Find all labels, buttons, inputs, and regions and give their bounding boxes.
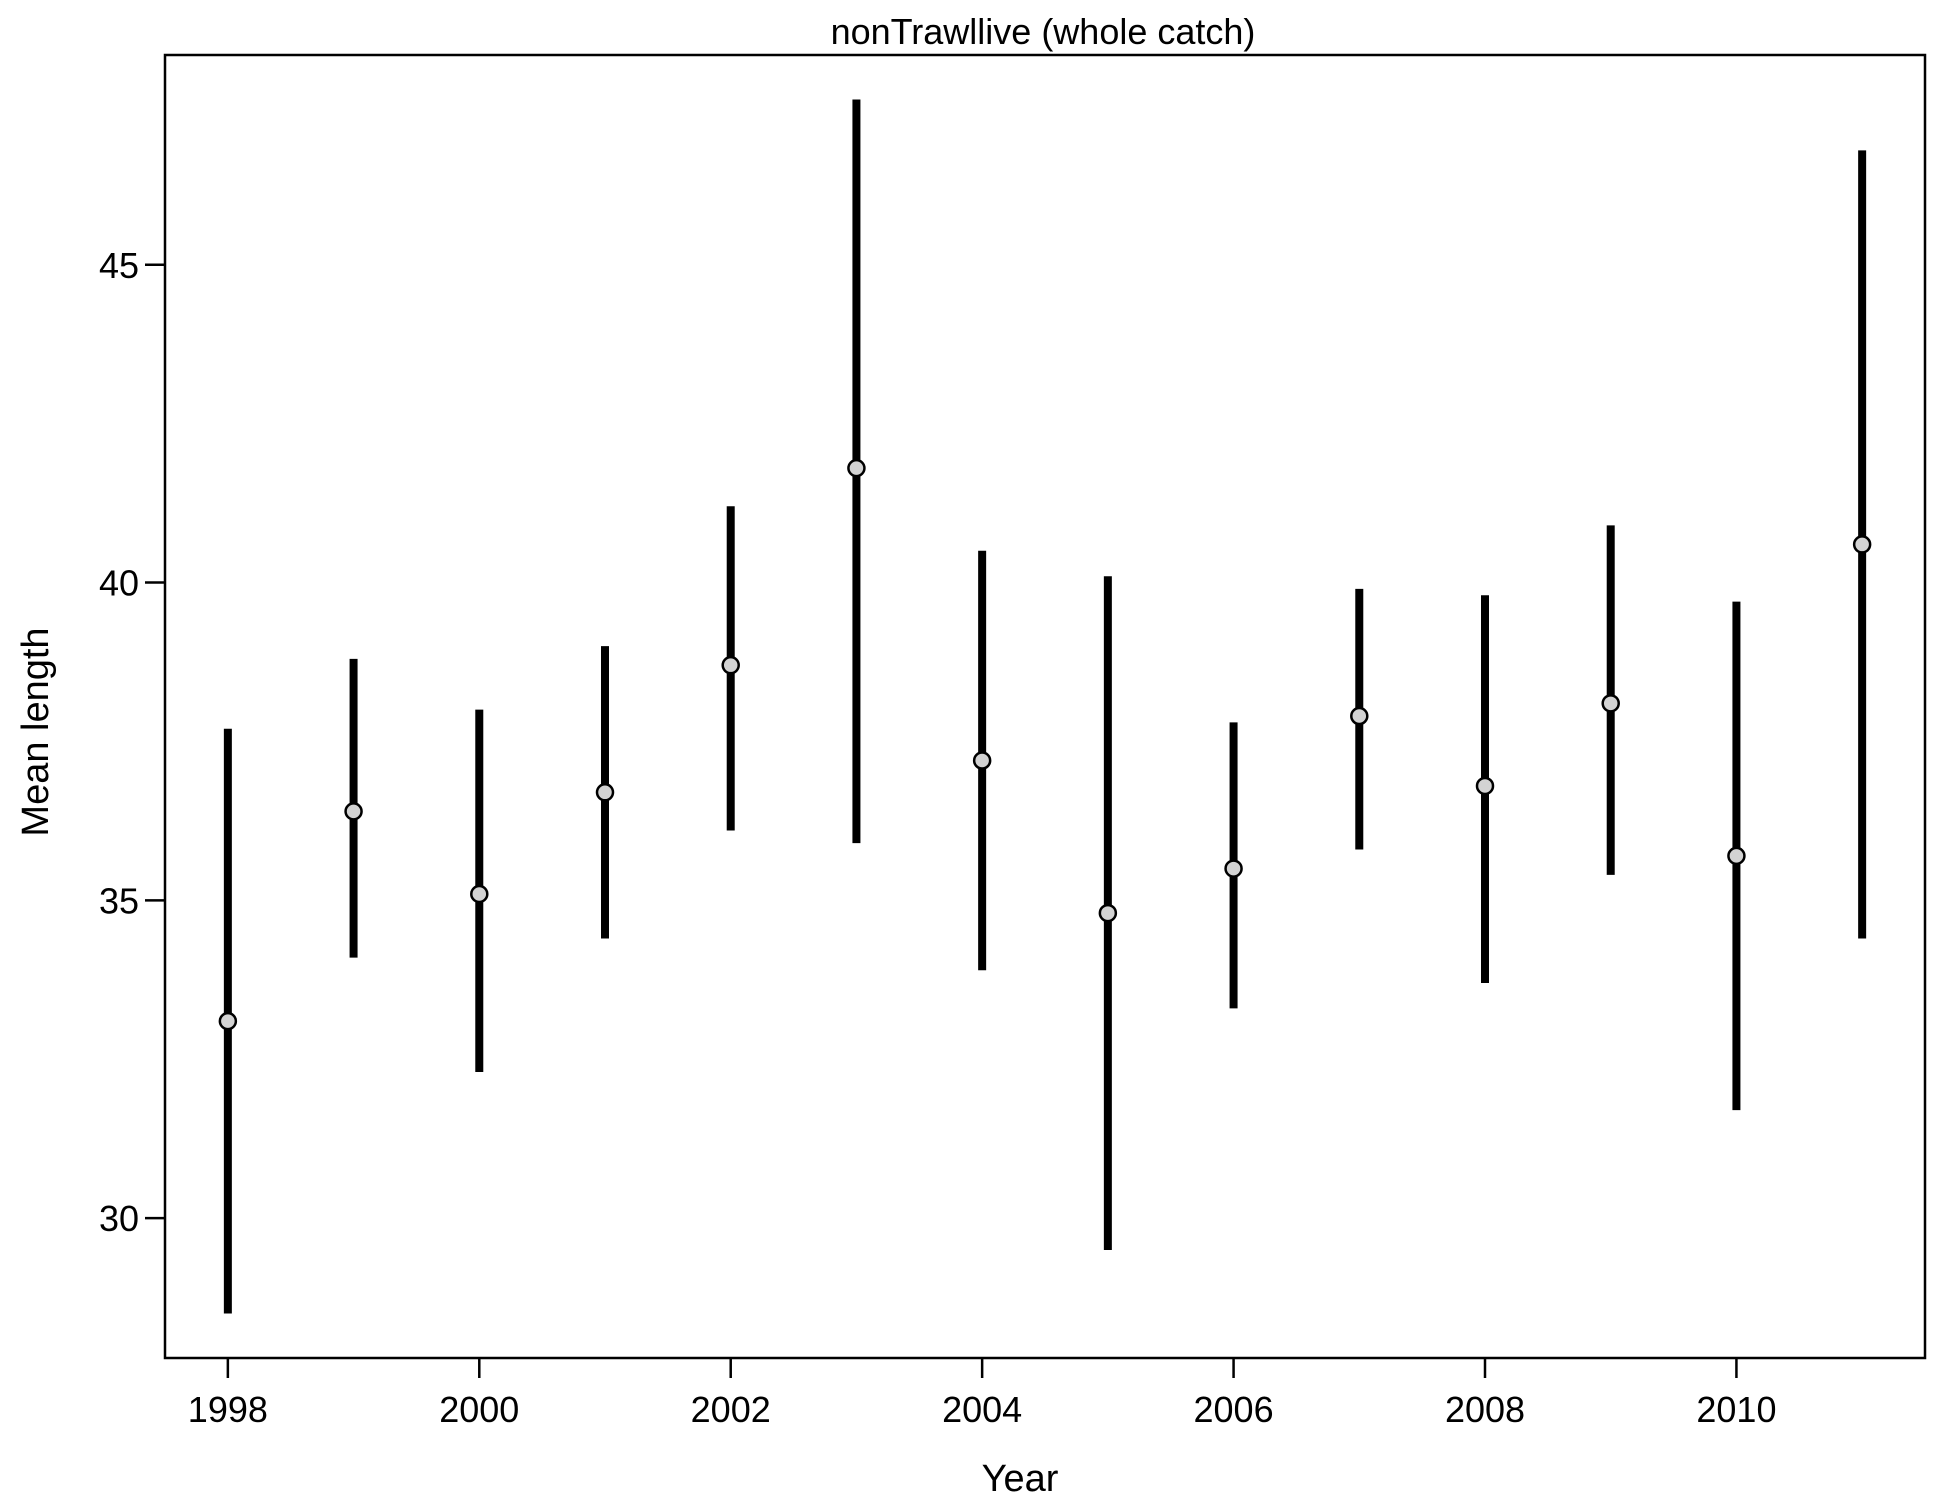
y-axis-label: Mean length — [15, 627, 57, 836]
x-tick-label: 1998 — [188, 1389, 268, 1430]
data-marks — [218, 99, 1872, 1314]
data-point — [344, 802, 363, 821]
x-axis: 1998 2000 2002 2004 2006 2008 2010 — [188, 1358, 1776, 1430]
data-point — [847, 458, 866, 478]
data-point — [1475, 776, 1495, 796]
chart-title: nonTrawllive (whole catch) — [831, 11, 1256, 52]
plot-frame — [163, 53, 1927, 1360]
data-point — [1727, 846, 1746, 866]
x-tick-label: 2006 — [1194, 1389, 1274, 1430]
x-tick-label: 2004 — [942, 1389, 1022, 1430]
data-point — [721, 655, 740, 675]
x-axis-label: Year — [982, 1458, 1059, 1500]
y-tick-label: 45 — [99, 245, 139, 286]
y-tick-label: 40 — [99, 563, 139, 604]
data-point — [1098, 903, 1118, 923]
data-point — [1350, 706, 1369, 726]
data-point — [595, 783, 615, 802]
data-point — [972, 751, 992, 770]
y-axis: 30 35 40 45 — [99, 245, 165, 1239]
y-tick-label: 35 — [99, 880, 139, 921]
x-tick-label: 2002 — [691, 1389, 771, 1430]
data-point — [470, 884, 489, 904]
data-point — [218, 1011, 238, 1031]
x-tick-label: 2010 — [1696, 1389, 1776, 1430]
data-point — [1601, 694, 1620, 713]
x-tick-label: 2000 — [439, 1389, 519, 1430]
x-tick-label: 2008 — [1445, 1389, 1525, 1430]
y-tick-label: 30 — [99, 1198, 139, 1239]
data-point — [1852, 535, 1872, 554]
data-point — [1224, 859, 1243, 878]
